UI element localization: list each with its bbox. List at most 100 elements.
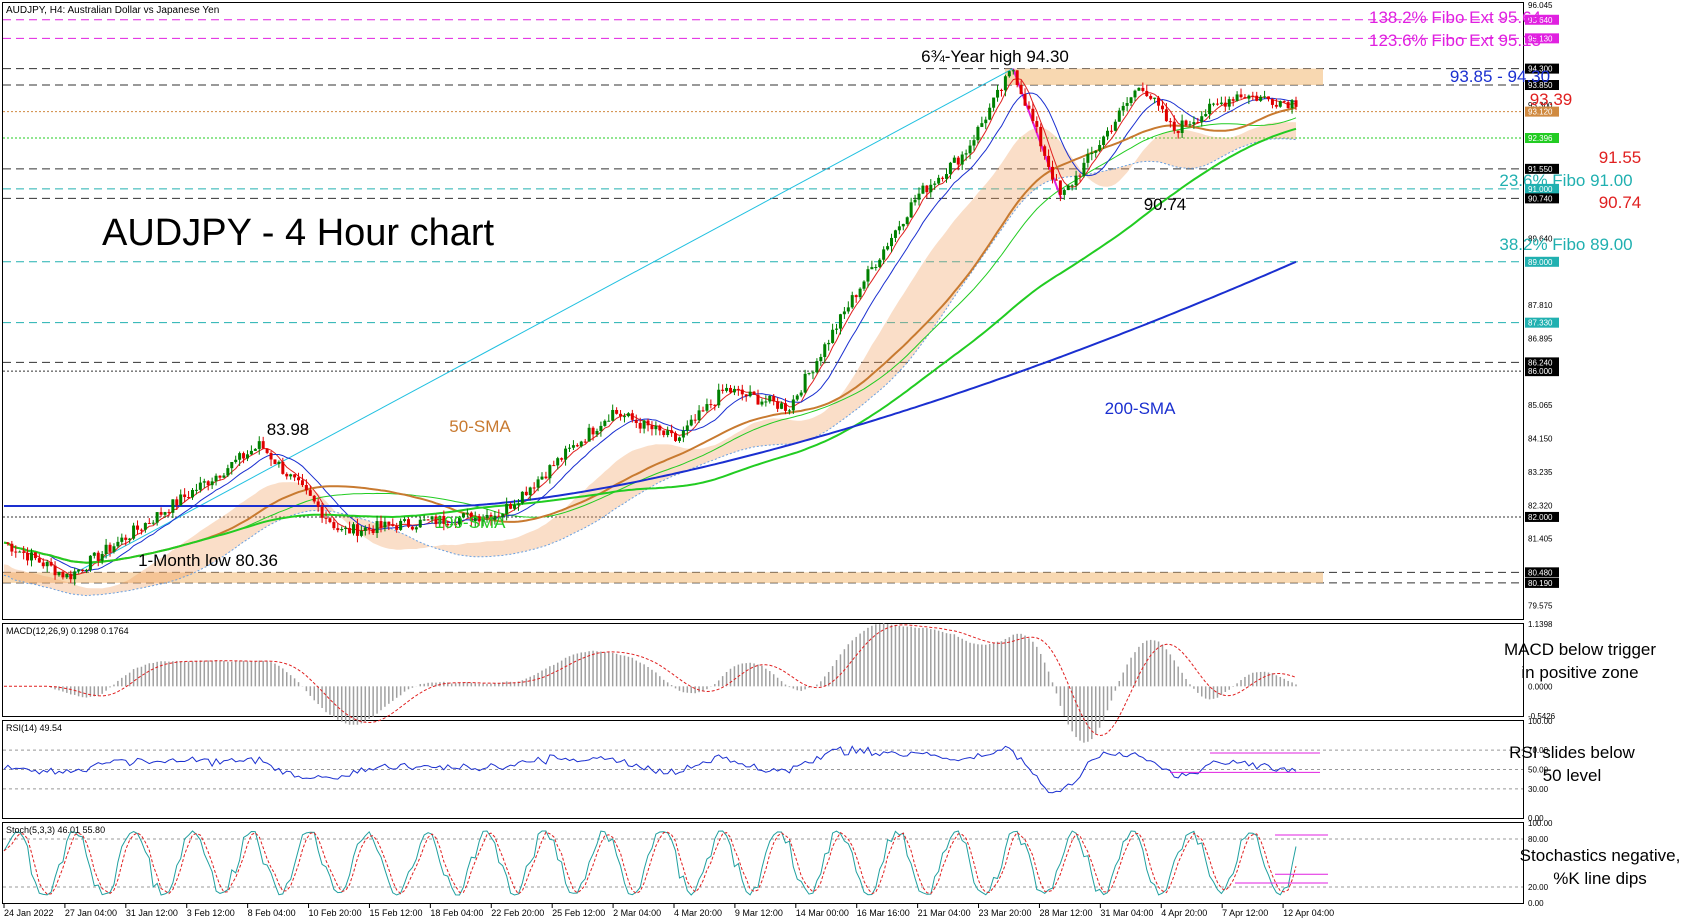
time-axis-label: 3 Feb 12:00 (187, 908, 235, 918)
candle-body (33, 552, 37, 559)
candle-body (446, 523, 450, 526)
candle-body (1070, 185, 1074, 187)
candle-body (1239, 94, 1243, 98)
candle-body (1176, 130, 1180, 134)
candle-body (151, 522, 155, 524)
time-axis-label: 23 Mar 20:00 (979, 908, 1032, 918)
price-tag (1525, 193, 1559, 204)
candle-body (1086, 153, 1090, 163)
candle-body (497, 515, 501, 517)
candle-body (674, 433, 678, 441)
candle-body (1039, 126, 1043, 147)
stoch-panel (2, 822, 1524, 904)
price-tag (1525, 577, 1559, 588)
candle-body (1011, 70, 1015, 72)
candle-body (575, 445, 579, 447)
candle-body (1137, 87, 1141, 91)
candle-body (701, 410, 705, 412)
candle-body (379, 521, 383, 528)
price-tag (1525, 14, 1559, 25)
time-axis: 24 Jan 2022 27 Jan 04:00 31 Jan 12:00 3 Feb… (3, 904, 1334, 918)
sma50-line (3, 106, 1297, 564)
time-axis-label: 31 Mar 04:00 (1100, 908, 1153, 918)
candle-body (626, 413, 630, 417)
price-axis-label: 92.396 (1528, 134, 1553, 143)
candle-body (1043, 146, 1047, 156)
candle-body (850, 295, 854, 308)
candle-body (469, 512, 473, 522)
candle-body (312, 495, 316, 502)
candle-body (1102, 136, 1106, 146)
candle-body (501, 513, 505, 517)
candle-body (112, 546, 116, 552)
time-axis-label: 24 Jan 2022 (4, 908, 54, 918)
candle-body (61, 571, 65, 578)
fibo-138-label: 138.2% Fibo Ext 95.64 (1369, 8, 1541, 27)
candle-body (1192, 122, 1196, 125)
candle-body (194, 489, 198, 491)
candle-body (611, 409, 615, 421)
macd-axis-label: -0.5426 (1528, 712, 1556, 721)
candle-body (654, 425, 658, 430)
candle-body (571, 445, 575, 448)
candle-body (367, 527, 371, 529)
candle-body (980, 123, 984, 127)
candle-body (1015, 70, 1019, 86)
candle-body (725, 387, 729, 391)
time-axis-label: 27 Jan 04:00 (65, 908, 117, 918)
candle-body (999, 89, 1003, 91)
candle-body (615, 409, 619, 414)
candle-body (603, 420, 607, 426)
candle-body (257, 441, 261, 449)
candle-body (1231, 99, 1235, 101)
candle-body (1290, 100, 1294, 109)
candle-body (1164, 109, 1168, 122)
candle-body (587, 427, 591, 442)
candle-body (1003, 76, 1007, 91)
macd-header: MACD(12,26,9) 0.1298 0.1764 (6, 626, 129, 636)
candle-body (874, 267, 878, 269)
price-tag (1525, 106, 1559, 117)
candle-body (764, 401, 768, 403)
candle-body (226, 468, 230, 476)
cloud-span-b (3, 138, 1297, 597)
candle-body (139, 529, 143, 531)
candle-body (827, 342, 831, 345)
candle-body (285, 473, 289, 477)
candle-body (214, 475, 218, 482)
candle-body (163, 512, 167, 515)
macd-axis-label: 0.0000 (1528, 682, 1553, 691)
candle-body (937, 177, 941, 184)
candle-body (567, 447, 571, 449)
candle-body (941, 177, 945, 179)
candle-body (167, 512, 171, 514)
candle-body (352, 524, 356, 534)
candle-body (579, 441, 583, 447)
candle-body (607, 420, 611, 422)
candle-body (862, 281, 866, 289)
candle-body (890, 237, 894, 247)
sub-indicators: 1.13980.0000-0.5426100.0070.0050.0030.00… (3, 620, 1556, 908)
candle-body (893, 230, 897, 238)
stoch-header: Stoch(5,3,3) 46.01 55.80 (6, 825, 105, 835)
price-tag (1525, 183, 1559, 194)
candle-body (1208, 103, 1212, 115)
candle-body (901, 223, 905, 227)
candle-body (1153, 97, 1157, 99)
candle-body (289, 474, 293, 477)
candle-body (1062, 190, 1066, 195)
price-tag (1525, 567, 1559, 578)
candle-body (143, 523, 147, 530)
candle-body (1129, 97, 1133, 104)
time-axis-label: 12 Apr 04:00 (1283, 908, 1334, 918)
candle-body (45, 561, 49, 567)
candle-body (897, 226, 901, 231)
candle-body (454, 524, 458, 526)
candle-body (1160, 105, 1164, 110)
candle-body (929, 184, 933, 193)
candle-body (976, 126, 980, 141)
candle-body (831, 329, 835, 343)
candle-body (1019, 85, 1023, 95)
candle-body (933, 183, 937, 185)
